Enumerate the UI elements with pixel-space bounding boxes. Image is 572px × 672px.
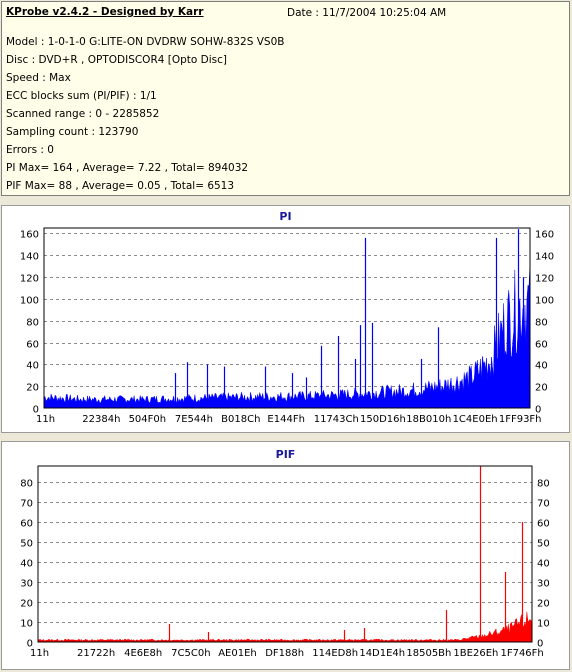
- info-errors: Errors : 0: [6, 144, 54, 156]
- pi-ytick-right: 120: [535, 274, 554, 285]
- pi-ytick-left: 140: [20, 252, 39, 263]
- pif-ytick-right: 60: [537, 519, 550, 530]
- pi-xtick: 1FF93Fh: [499, 414, 542, 425]
- pi-xtick: 18B010h: [406, 414, 451, 425]
- info-range: Scanned range : 0 - 2285852: [6, 108, 160, 120]
- pi-ytick-left: 40: [26, 361, 39, 372]
- pif-ytick-right: 40: [537, 559, 550, 570]
- pi-ytick-right: 40: [535, 361, 548, 372]
- info-ecc: ECC blocks sum (PI/PIF) : 1/1: [6, 90, 157, 102]
- pif-ytick-left: 10: [20, 619, 33, 630]
- info-disc: Disc : DVD+R , OPTODISCOR4 [Opto Disc]: [6, 54, 228, 66]
- pi-ytick-right: 160: [535, 230, 554, 241]
- pif-ytick-right: 70: [537, 499, 550, 510]
- pi-xtick: 22384h: [82, 414, 120, 425]
- pif-xtick: 11h: [30, 648, 49, 659]
- pif-ytick-right: 10: [537, 619, 550, 630]
- pi-xtick: 504F0h: [129, 414, 167, 425]
- pi-ytick-right: 0: [535, 405, 541, 416]
- pif-xtick: 1BE26Eh: [453, 648, 498, 659]
- pi-ytick-right: 60: [535, 340, 548, 351]
- pi-xtick: 7E544h: [175, 414, 213, 425]
- pi-ytick-left: 0: [33, 405, 39, 416]
- pi-chart: 0 0 20 20 40 40 60 60 80 80 100 100 120 120 140 140 160 1…: [20, 227, 554, 425]
- pif-xtick: 1F746Fh: [500, 648, 543, 659]
- pi-ytick-left: 120: [20, 274, 39, 285]
- pi-ytick-right: 100: [535, 296, 554, 307]
- pif-xtick: DF188h: [265, 648, 304, 659]
- pi-ytick-left: 160: [20, 230, 39, 241]
- pi-ytick-left: 20: [26, 383, 39, 394]
- info-pif-stats: PIF Max= 88 , Average= 0.05 , Total= 651…: [6, 180, 235, 192]
- pif-xtick: 7C5C0h: [171, 648, 210, 659]
- pi-ytick-right: 80: [535, 318, 548, 329]
- pif-plot-area: [37, 465, 533, 643]
- pif-chart-panel: PIF 0 0 10 10 20 20 30 30 40 40 50 50 60 60 70 70 80 80 11…: [1, 441, 570, 670]
- pif-ytick-right: 80: [537, 479, 550, 490]
- pif-ytick-left: 70: [20, 499, 33, 510]
- pif-ytick-right: 30: [537, 579, 550, 590]
- pi-xtick: 11h: [36, 414, 55, 425]
- pi-ytick-left: 80: [26, 318, 39, 329]
- info-sampling: Sampling count : 123790: [6, 126, 139, 138]
- pif-ytick-left: 0: [27, 639, 33, 650]
- pi-ytick-left: 100: [20, 296, 39, 307]
- pif-ytick-left: 40: [20, 559, 33, 570]
- pi-ytick-right: 140: [535, 252, 554, 263]
- pif-xtick: AE01Eh: [218, 648, 257, 659]
- pif-xtick: 114ED8h: [312, 648, 358, 659]
- pi-ytick-right: 20: [535, 383, 548, 394]
- pi-xtick: B018Ch: [221, 414, 260, 425]
- info-model: Model : 1-0-1-0 G:LITE-ON DVDRW SOHW-832…: [6, 36, 285, 48]
- scan-date: Date : 11/7/2004 10:25:04 AM: [287, 7, 447, 19]
- pi-baseline-area: [43, 262, 531, 409]
- pif-chart: 0 0 10 10 20 20 30 30 40 40 50 50 60 60 70 70 80 80 11h 217…: [20, 465, 550, 659]
- pif-xtick: 4E6E8h: [124, 648, 162, 659]
- pi-chart-title: PI: [279, 210, 292, 223]
- pif-ytick-right: 50: [537, 539, 550, 550]
- pif-ytick-left: 50: [20, 539, 33, 550]
- app-title: KProbe v2.4.2 - Designed by Karr: [6, 6, 204, 18]
- pif-ytick-left: 20: [20, 599, 33, 610]
- pi-xtick: 1C4E0Eh: [453, 414, 498, 425]
- pif-xtick: 18505Bh: [406, 648, 451, 659]
- pif-ytick-left: 30: [20, 579, 33, 590]
- pif-baseline-area: [37, 611, 533, 643]
- pif-ytick-right: 20: [537, 599, 550, 610]
- info-speed: Speed : Max: [6, 72, 71, 84]
- pif-xtick: 21722h: [77, 648, 115, 659]
- pi-xtick: 11743Ch: [314, 414, 359, 425]
- pif-xtick: 14D1E4h: [359, 648, 405, 659]
- pif-ytick-right: 0: [537, 639, 543, 650]
- pif-ytick-left: 60: [20, 519, 33, 530]
- pi-xtick: 150D16h: [360, 414, 406, 425]
- pif-plot-border: [37, 465, 533, 643]
- pi-ytick-left: 60: [26, 340, 39, 351]
- pi-chart-panel: PI 0 0 20 20 40 40 60 60 80 80 100 100 120 120 140 140 1…: [1, 205, 570, 433]
- pif-ytick-left: 80: [20, 479, 33, 490]
- pi-xtick: E144Fh: [267, 414, 305, 425]
- info-pi-stats: PI Max= 164 , Average= 7.22 , Total= 894…: [6, 162, 249, 174]
- info-panel: KProbe v2.4.2 - Designed by Karr Date : …: [1, 1, 570, 196]
- pi-plot-border: [43, 227, 531, 409]
- pif-chart-title: PIF: [275, 448, 296, 461]
